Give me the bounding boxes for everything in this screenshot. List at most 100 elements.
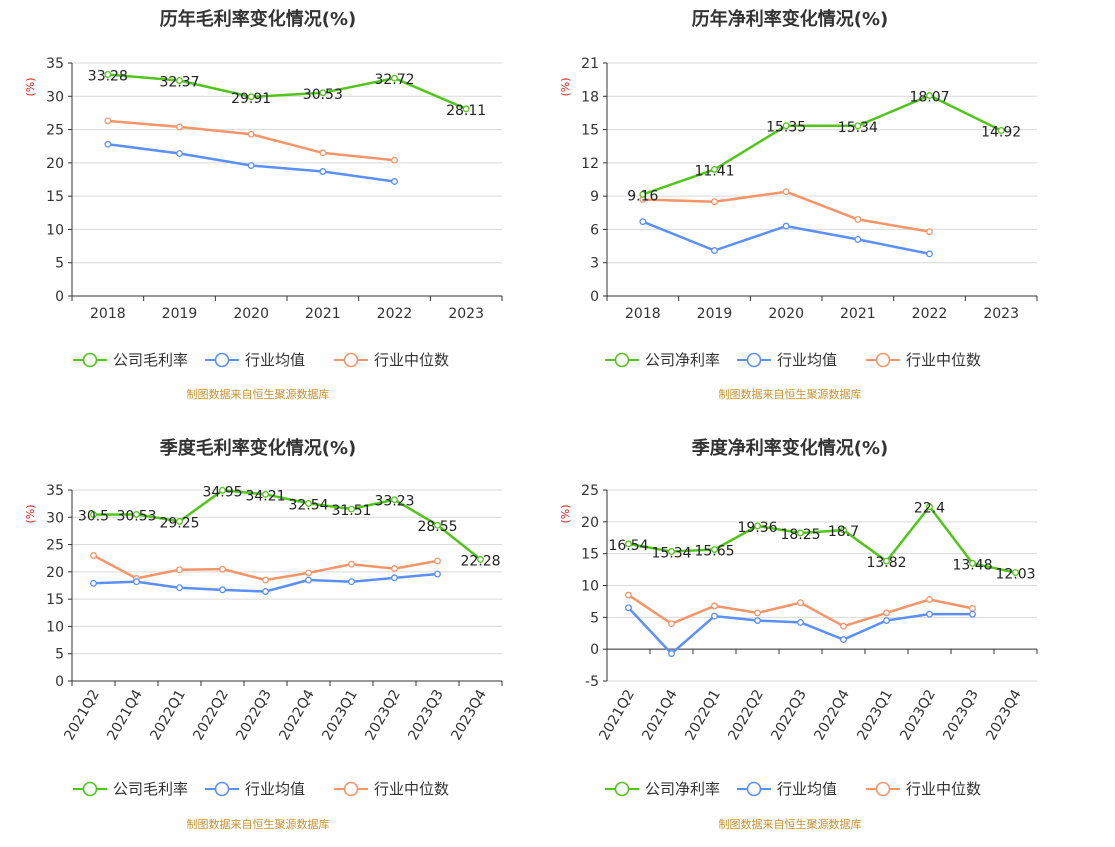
y-tick-label: 15	[46, 189, 64, 205]
legend-swatch-circle	[82, 781, 98, 797]
series-point	[219, 486, 226, 494]
series-point	[391, 496, 398, 504]
data-label: 32.54	[288, 497, 328, 513]
legend-swatch-circle	[343, 781, 359, 797]
legend-item[interactable]: 行业均值	[737, 780, 837, 798]
series-point	[348, 560, 355, 568]
series-point	[639, 218, 647, 226]
legend-item[interactable]: 公司净利率	[605, 780, 720, 798]
data-label: 31.51	[331, 503, 371, 519]
series-point	[711, 602, 718, 610]
series-point	[782, 222, 790, 230]
series-point	[926, 228, 933, 236]
y-tick-label: 20	[46, 565, 64, 581]
series-point	[754, 609, 761, 617]
data-label: 33.28	[88, 68, 128, 84]
legend-label: 行业中位数	[906, 351, 981, 369]
data-label: 15.34	[651, 546, 691, 562]
series-point	[639, 190, 647, 198]
series-point	[305, 569, 312, 577]
series-point	[711, 247, 718, 254]
legend-item[interactable]: 行业中位数	[866, 351, 981, 369]
series-point	[625, 604, 632, 612]
legend-swatch-circle	[214, 781, 230, 797]
y-tick-label: 21	[581, 56, 599, 72]
x-tick-label: 2020	[768, 306, 804, 322]
series-point	[262, 588, 269, 595]
source-note: 制图数据来自恒生聚源数据库	[187, 817, 330, 831]
series-point	[668, 650, 675, 658]
x-tick-label: 2023Q4	[983, 687, 1025, 743]
series-point	[883, 609, 890, 617]
y-tick-label: -5	[585, 674, 599, 690]
y-unit-label: (%)	[24, 77, 37, 96]
legend-swatch-circle	[82, 352, 98, 368]
y-unit-label: (%)	[559, 77, 572, 96]
legend-label: 公司毛利率	[113, 780, 188, 798]
y-tick-label: 0	[55, 289, 64, 305]
legend-item[interactable]: 行业中位数	[334, 780, 449, 798]
data-label: 15.65	[694, 544, 734, 560]
legend-item[interactable]: 公司毛利率	[73, 780, 188, 798]
series-point	[133, 510, 140, 518]
series-point	[840, 526, 847, 534]
series-point	[797, 618, 804, 626]
series-point	[247, 162, 255, 169]
series-point	[711, 165, 718, 173]
legend-label: 公司净利率	[645, 780, 720, 798]
chart-panel-annual-gross: 历年毛利率变化情况(%) 0 5 10 15 20 25 30 35 (%) 2018 2019 202…	[24, 8, 503, 401]
series-line-0	[628, 505, 1016, 574]
x-tick-label: 2018	[625, 306, 661, 322]
data-label: 34.21	[245, 488, 285, 504]
x-tick-label: 2021	[305, 306, 341, 322]
series-line-0	[107, 73, 467, 111]
legend-item[interactable]: 行业均值	[205, 351, 305, 369]
legend-item[interactable]: 行业均值	[737, 351, 837, 369]
y-tick-label: 6	[590, 222, 599, 238]
series-point	[926, 92, 933, 99]
series-line-0	[642, 94, 1002, 196]
data-label: 16.54	[608, 538, 648, 554]
y-tick-label: 20	[46, 156, 64, 172]
x-tick-label: 2023Q4	[448, 687, 490, 743]
y-tick-label: 0	[590, 289, 599, 305]
series-point	[625, 540, 632, 548]
series-point	[969, 610, 976, 618]
series-point	[854, 235, 862, 243]
y-unit-label: (%)	[559, 504, 572, 523]
x-tick-label: 2022	[912, 306, 948, 322]
series-point	[969, 604, 976, 612]
series-line-2	[92, 554, 438, 582]
series-point	[176, 77, 183, 84]
x-tick-label: 2022	[377, 306, 413, 322]
legend-item[interactable]: 公司毛利率	[73, 351, 188, 369]
series-point	[782, 122, 790, 130]
data-label: 9.16	[627, 188, 658, 204]
series-point	[883, 557, 890, 565]
y-tick-label: 10	[46, 619, 64, 635]
series-point	[926, 596, 933, 603]
series-point	[348, 578, 355, 586]
legend-item[interactable]: 行业中位数	[334, 351, 449, 369]
legend-label: 行业均值	[245, 780, 305, 798]
y-tick-label: 20	[581, 515, 599, 531]
chart-panel-annual-net: 历年净利率变化情况(%) 0 3 6 9 12 15 18 21 (%) 2018 2019 2020 2…	[559, 8, 1038, 401]
series-point	[90, 552, 97, 559]
legend-item[interactable]: 公司净利率	[605, 351, 720, 369]
y-tick-label: 0	[590, 642, 599, 658]
series-point	[391, 565, 398, 573]
x-tick-label: 2021Q4	[639, 687, 681, 743]
data-label: 28.11	[446, 103, 486, 119]
source-note: 制图数据来自恒生聚源数据库	[719, 817, 862, 831]
legend-item[interactable]: 行业中位数	[866, 780, 981, 798]
series-point	[176, 566, 183, 574]
chart-title: 历年净利率变化情况(%)	[692, 8, 889, 30]
series-point	[319, 168, 327, 175]
x-tick-label: 2023Q3	[940, 687, 982, 743]
legend-label: 行业中位数	[374, 351, 449, 369]
y-tick-label: 5	[55, 256, 64, 272]
legend-item[interactable]: 行业均值	[205, 780, 305, 798]
x-tick-label: 2019	[162, 306, 198, 322]
series-line-0	[93, 489, 482, 561]
legend-label: 公司净利率	[645, 351, 720, 369]
